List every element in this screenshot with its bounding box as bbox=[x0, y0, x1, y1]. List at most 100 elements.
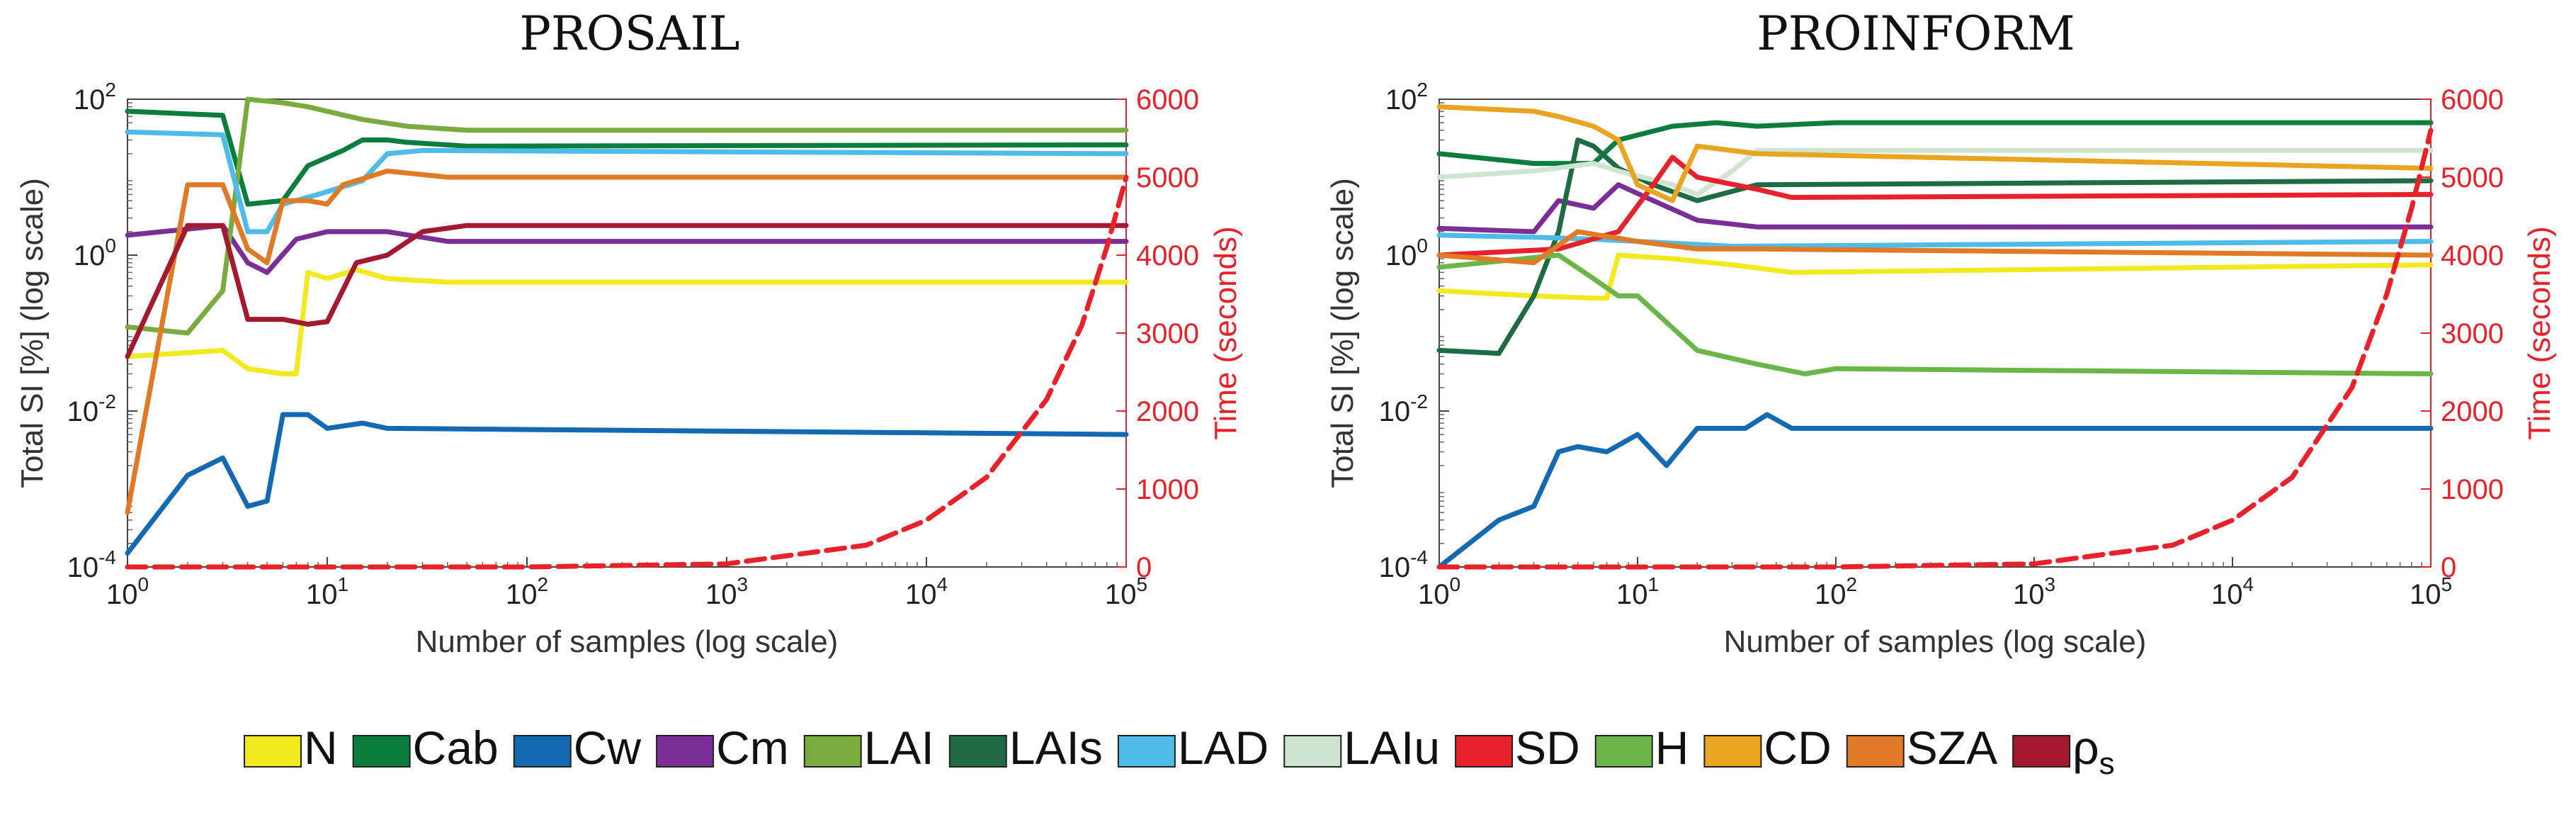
series-lines bbox=[125, 96, 1129, 570]
plot-area bbox=[1439, 99, 2432, 568]
legend-item-Cm: Cm bbox=[656, 721, 789, 774]
legend-item-SD: SD bbox=[1455, 721, 1580, 774]
legend-swatch bbox=[352, 735, 411, 768]
legend-swatch bbox=[1117, 735, 1176, 768]
legend-label: Cm bbox=[716, 721, 789, 774]
legend-label: Cab bbox=[413, 721, 499, 774]
legend-swatch bbox=[1594, 735, 1653, 768]
series-line-CD bbox=[1436, 104, 2434, 203]
legend-item-N: N bbox=[244, 721, 338, 774]
series-line-LAI bbox=[125, 96, 1129, 336]
y-right-axis-label: Time (seconds) bbox=[2522, 226, 2557, 440]
y-right-tick-label: 5000 bbox=[2441, 162, 2504, 193]
time-series-line bbox=[1436, 128, 2434, 570]
y-tick-label: 102 bbox=[74, 79, 116, 116]
legend: N Cab Cw Cm LAI LAIs LAD LAIu SD H CD SZA ρs bbox=[244, 721, 2115, 781]
x-tick-label: 100 bbox=[1418, 573, 1460, 610]
legend-swatch bbox=[948, 735, 1007, 768]
y-axis-ticks: 102 100 10-2 10-4 bbox=[67, 79, 137, 583]
legend-label: SD bbox=[1515, 721, 1580, 774]
legend-swatch bbox=[1283, 735, 1342, 768]
series-line-Cab bbox=[1436, 120, 2434, 167]
series-line-SZA bbox=[125, 168, 1129, 515]
series-line-H bbox=[1436, 252, 2434, 376]
series-line-SD bbox=[1436, 154, 2434, 258]
x-tick-label: 100 bbox=[106, 573, 149, 610]
legend-item-LAD: LAD bbox=[1117, 721, 1269, 774]
y-tick-label: 100 bbox=[74, 235, 116, 271]
x-tick-label: 102 bbox=[1815, 573, 1857, 610]
y-axis-label: Total SI [%] (log scale) bbox=[15, 178, 50, 488]
legend-label: N bbox=[304, 721, 338, 774]
x-tick-label: 102 bbox=[506, 573, 548, 610]
series-lines bbox=[1436, 104, 2434, 570]
series-line-N bbox=[125, 267, 1129, 376]
series-line-LAIu bbox=[1436, 147, 2434, 197]
y-tick-label: 100 bbox=[1385, 235, 1428, 271]
y-right-tick-label: 0 bbox=[2441, 552, 2456, 583]
legend-swatch bbox=[1703, 735, 1762, 768]
y-right-tick-label: 2000 bbox=[1136, 396, 1199, 427]
legend-label: CD bbox=[1764, 721, 1831, 774]
series-line-Cw bbox=[1436, 412, 2434, 570]
legend-item-LAI: LAI bbox=[803, 721, 934, 774]
legend-label: LAIu bbox=[1344, 721, 1440, 774]
y-right-axis-ticks: 6000 5000 4000 3000 2000 1000 0 bbox=[1116, 84, 1199, 583]
y-axis-label: Total SI [%] (log scale) bbox=[1325, 178, 1360, 488]
series-line-ρs bbox=[125, 223, 1129, 359]
y-right-tick-label: 3000 bbox=[1136, 318, 1199, 349]
legend-label: LAD bbox=[1178, 721, 1269, 774]
x-tick-label: 104 bbox=[2211, 573, 2254, 610]
chart-title: PROINFORM bbox=[1757, 6, 2075, 61]
y-axis-ticks: 102 100 10-2 10-4 bbox=[1379, 79, 1449, 583]
y-right-tick-label: 1000 bbox=[1136, 474, 1199, 505]
legend-label: H bbox=[1655, 721, 1689, 774]
legend-swatch bbox=[803, 735, 862, 768]
x-tick-label: 105 bbox=[2410, 573, 2452, 610]
legend-swatch bbox=[1455, 735, 1514, 768]
legend-item-Cw: Cw bbox=[513, 721, 642, 774]
x-tick-label: 104 bbox=[905, 573, 948, 610]
legend-item-SZA: SZA bbox=[1846, 721, 1997, 774]
legend-label: Cw bbox=[574, 721, 642, 774]
legend-swatch bbox=[244, 735, 302, 768]
legend-item-Cab: Cab bbox=[352, 721, 499, 774]
time-series-line bbox=[125, 174, 1129, 570]
series-line-Cw bbox=[125, 412, 1129, 556]
plot-area bbox=[127, 99, 1127, 568]
series-line-Cm bbox=[1436, 182, 2434, 235]
x-tick-label: 101 bbox=[306, 573, 348, 610]
chart-panel-prosail: PROSAIL 100 101 102 103 104 105 102 100 10-2 10-… bbox=[15, 6, 1243, 659]
series-line-N bbox=[1436, 252, 2434, 301]
x-axis-ticks: 100 101 102 103 104 105 bbox=[106, 557, 1147, 610]
y-right-tick-label: 0 bbox=[1136, 552, 1152, 583]
x-axis-label: Number of samples (log scale) bbox=[1724, 624, 2147, 659]
y-right-tick-label: 6000 bbox=[2441, 84, 2504, 116]
x-tick-label: 103 bbox=[705, 573, 748, 610]
legend-label: LAIs bbox=[1009, 721, 1103, 774]
y-right-tick-label: 1000 bbox=[2441, 474, 2504, 505]
y-tick-label: 10-4 bbox=[1379, 546, 1428, 583]
legend-swatch bbox=[1846, 735, 1905, 768]
legend-label: SZA bbox=[1907, 721, 1997, 774]
legend-swatch bbox=[656, 735, 715, 768]
y-tick-label: 10-2 bbox=[67, 390, 116, 427]
legend-item-H: H bbox=[1594, 721, 1689, 774]
legend-item-LAIu: LAIu bbox=[1283, 721, 1440, 774]
y-tick-label: 10-4 bbox=[67, 546, 116, 583]
legend-item-ρs: ρs bbox=[2012, 721, 2115, 781]
series-line-SZA bbox=[1436, 229, 2434, 266]
legend-swatch bbox=[2012, 735, 2071, 768]
y-right-tick-label: 6000 bbox=[1136, 84, 1199, 116]
y-tick-label: 10-2 bbox=[1379, 390, 1428, 427]
series-line-LAIs bbox=[1436, 137, 2434, 356]
x-tick-label: 105 bbox=[1105, 573, 1147, 610]
y-right-axis-label: Time (seconds) bbox=[1208, 226, 1243, 440]
y-tick-label: 102 bbox=[1385, 79, 1428, 116]
x-axis-label: Number of samples (log scale) bbox=[416, 624, 839, 659]
y-right-tick-label: 3000 bbox=[2441, 318, 2504, 349]
y-right-tick-label: 5000 bbox=[1136, 162, 1199, 193]
y-right-tick-label: 4000 bbox=[2441, 240, 2504, 271]
legend-item-CD: CD bbox=[1703, 721, 1832, 774]
